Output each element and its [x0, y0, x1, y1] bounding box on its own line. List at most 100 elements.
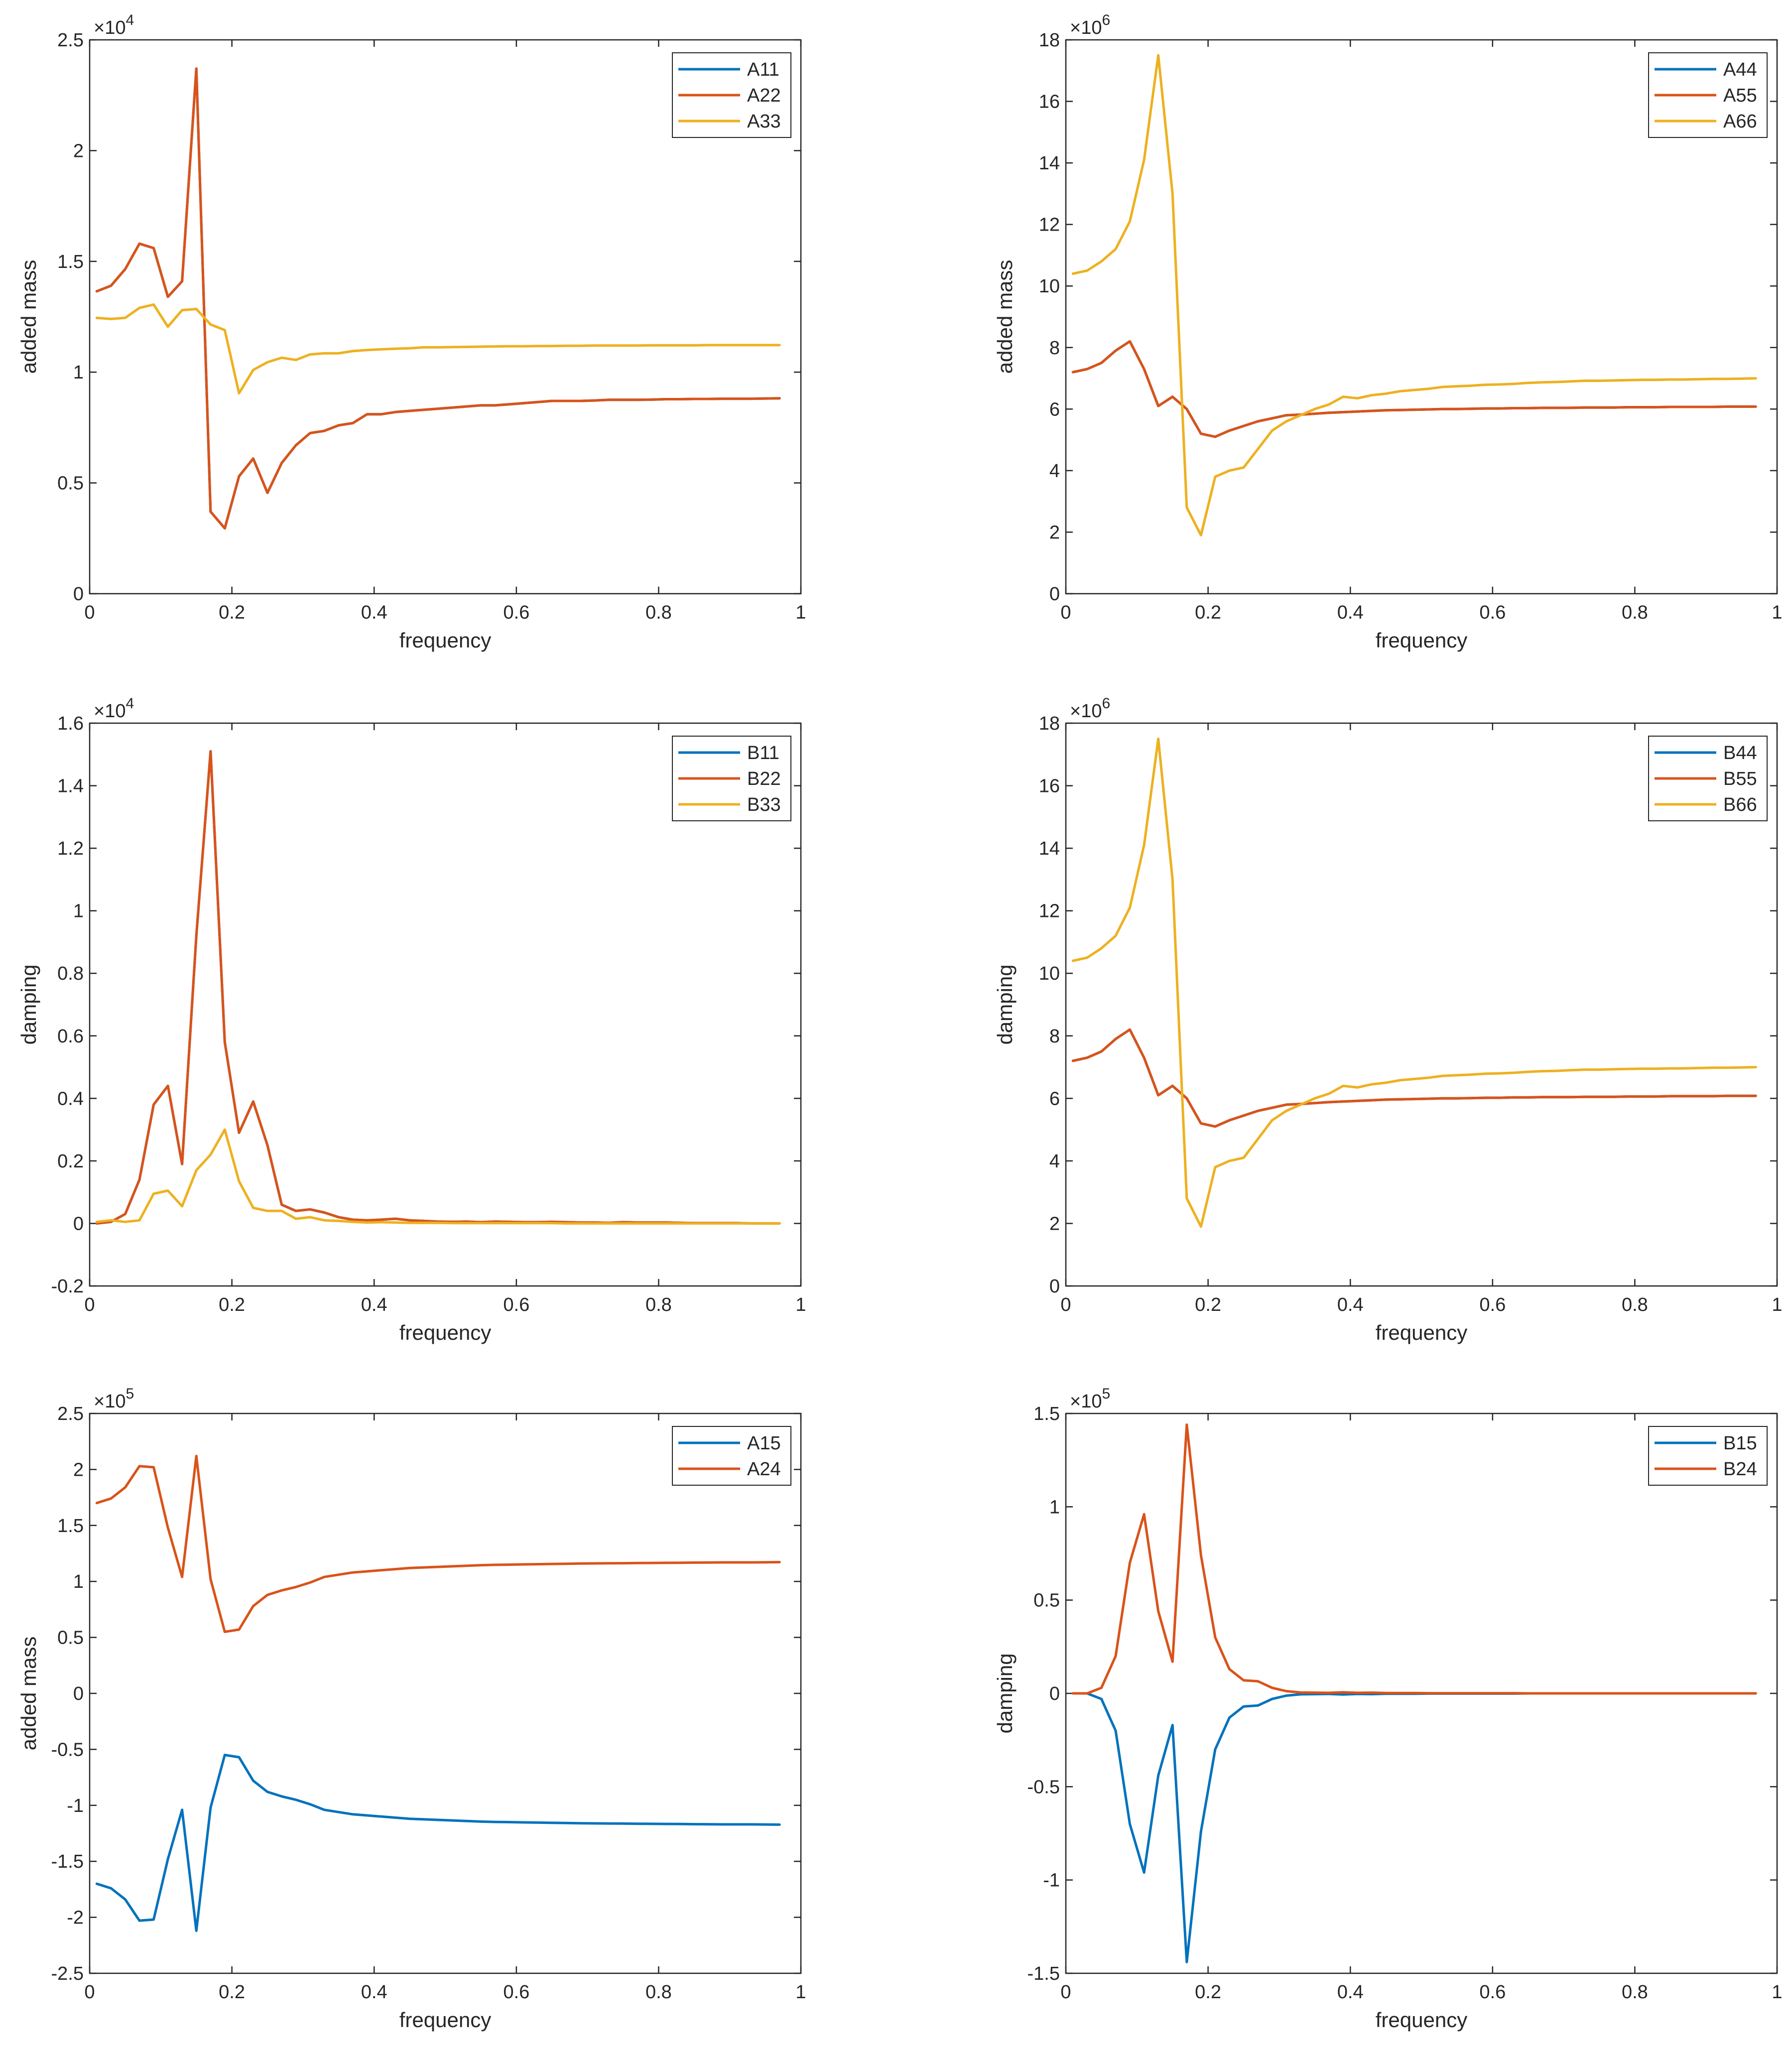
y-tick-label: 1.5 — [57, 1516, 84, 1537]
x-axis-label: frequency — [399, 2008, 491, 2032]
legend-label-b15: B15 — [1723, 1433, 1757, 1454]
exponent-base: ×10 — [94, 1391, 126, 1412]
y-tick-label: 18 — [1039, 713, 1060, 734]
y-tick-label: 18 — [1039, 30, 1060, 51]
series-line-a33 — [95, 303, 781, 394]
series-line-a55 — [1071, 340, 1757, 438]
legend-label-a33: A33 — [747, 111, 781, 132]
y-axis-label: added mass — [17, 1637, 40, 1751]
y-tick-label: 1 — [73, 1571, 84, 1592]
exponent-label: ×106 — [1070, 12, 1110, 38]
series-line-a66 — [1071, 54, 1757, 537]
x-tick-label: 0 — [1060, 602, 1071, 623]
y-tick-label: 1.6 — [57, 713, 84, 734]
x-tick-label: 1 — [1772, 602, 1782, 623]
legend-label-a15: A15 — [747, 1433, 781, 1454]
plot-area — [89, 1412, 802, 1974]
y-tick-label: -1 — [1043, 1870, 1060, 1891]
y-tick-label: 8 — [1049, 338, 1060, 359]
chart-panel-4: 0 0.2 0.4 0.6 0.8 1024681012141618×106frequen… — [993, 695, 1783, 1344]
x-tick-label: 0 — [84, 1294, 95, 1315]
exponent-base: ×10 — [1070, 701, 1102, 722]
y-tick-label: 2 — [73, 1459, 84, 1480]
x-axis-label: frequency — [399, 1321, 491, 1344]
exponent-power: 6 — [1102, 695, 1110, 712]
x-tick-label: 0.4 — [1337, 1294, 1364, 1315]
x-tick-label: 1 — [795, 602, 806, 623]
y-tick-label: 2.5 — [57, 1404, 84, 1424]
y-tick-label: 12 — [1039, 215, 1060, 236]
chart-panel-3: 0 0.2 0.4 0.6 0.8 1-0.200.20.40.60.811.21.41.… — [17, 695, 806, 1344]
series-line-a15 — [95, 1754, 781, 1932]
x-tick-label: 1 — [1772, 1294, 1782, 1315]
chart-panel-5: 0 0.2 0.4 0.6 0.8 1 -2.5 -2 -1.5 -1 -0.5 0 0.5 1 1.5 2 2… — [17, 1386, 806, 2032]
y-tick-label: 0 — [1049, 1683, 1060, 1704]
y-tick-label: -0.5 — [51, 1739, 84, 1760]
y-tick-label: 1 — [1049, 1497, 1060, 1518]
exponent-base: ×10 — [1070, 17, 1102, 38]
x-axis-label: frequency — [1376, 1321, 1467, 1344]
x-tick-label: 0.8 — [1622, 1294, 1648, 1315]
series-line-a22 — [95, 67, 781, 530]
x-tick-label: 1 — [795, 1982, 806, 2003]
y-tick-label: 1.5 — [1033, 1404, 1060, 1424]
legend: A11 A22 A33 — [672, 52, 791, 138]
x-tick-label: 1 — [795, 1294, 806, 1315]
legend-label-b33: B33 — [747, 794, 781, 815]
y-tick-label: 0.5 — [57, 1628, 84, 1649]
y-tick-label: 0 — [1049, 1276, 1060, 1297]
exponent-label: ×105 — [94, 1386, 134, 1412]
y-tick-label: -0.2 — [51, 1276, 84, 1297]
legend-label-a66: A66 — [1723, 111, 1757, 132]
y-tick-label: 1.2 — [57, 838, 84, 859]
y-axis-label: damping — [993, 964, 1017, 1044]
y-tick-label: 14 — [1039, 838, 1060, 859]
exponent-power: 4 — [126, 12, 134, 28]
exponent-label: ×105 — [1070, 1386, 1110, 1412]
chart-panel-6: 0 0.2 0.4 0.6 0.8 1 -1.5 -1 -0.5 0 0.5 1 1.5 ×105 freq… — [993, 1386, 1783, 2032]
y-tick-label: 0.5 — [1033, 1590, 1060, 1611]
x-tick-label: 0.4 — [361, 1294, 387, 1315]
legend-label-b11: B11 — [747, 743, 779, 764]
chart-panel-1: 0 0.2 0.4 0.6 0.8 1 0 0.5 1 1.5 2 2.5 ×104 frequency a… — [17, 12, 806, 652]
x-tick-label: 0 — [1060, 1982, 1071, 2003]
x-tick-label: 1 — [1772, 1982, 1782, 2003]
exponent-base: ×10 — [1070, 1391, 1102, 1412]
x-tick-label: 0.6 — [503, 1982, 529, 2003]
y-axis-label: damping — [993, 1653, 1017, 1733]
legend: A44 A55 A66 — [1648, 52, 1768, 138]
legend-label-a44: A44 — [1723, 59, 1757, 80]
legend-box — [672, 1426, 791, 1486]
series-line-b33 — [95, 1128, 781, 1225]
legend-label-a11: A11 — [747, 59, 779, 80]
y-axis-label: added mass — [17, 260, 40, 374]
exponent-label: ×106 — [1070, 695, 1110, 722]
x-tick-label: 0.2 — [1195, 1294, 1221, 1315]
y-tick-label: 0.8 — [57, 963, 84, 984]
y-tick-label: 8 — [1049, 1026, 1060, 1047]
legend: B44 B55 B66 — [1648, 736, 1768, 821]
series-line-a24 — [95, 1454, 781, 1633]
x-tick-label: 0.6 — [503, 1294, 529, 1315]
y-tick-label: 0.5 — [57, 473, 84, 494]
x-tick-label: 0.6 — [503, 602, 529, 623]
x-tick-label: 0.8 — [645, 1294, 672, 1315]
legend-label-a55: A55 — [1723, 85, 1757, 106]
x-axis-label: frequency — [1376, 2008, 1467, 2032]
legend-label-b22: B22 — [747, 768, 781, 789]
x-axis-label: frequency — [1376, 629, 1467, 652]
x-tick-label: 0.2 — [219, 1294, 245, 1315]
y-tick-label: -1 — [67, 1795, 84, 1816]
y-tick-label: -1.5 — [1027, 1963, 1060, 1984]
y-tick-label: 0.2 — [57, 1151, 84, 1172]
chart-panel-2: 0 0.2 0.4 0.6 0.8 1024681012141618×106frequen… — [993, 12, 1783, 652]
legend-label-a22: A22 — [747, 85, 781, 106]
y-tick-label: 0 — [73, 1683, 84, 1704]
y-axis-label: added mass — [993, 260, 1017, 374]
x-tick-label: 0.4 — [1337, 602, 1364, 623]
x-tick-label: 0.6 — [1479, 602, 1506, 623]
y-tick-label: 6 — [1049, 399, 1060, 420]
exponent-base: ×10 — [94, 701, 126, 722]
